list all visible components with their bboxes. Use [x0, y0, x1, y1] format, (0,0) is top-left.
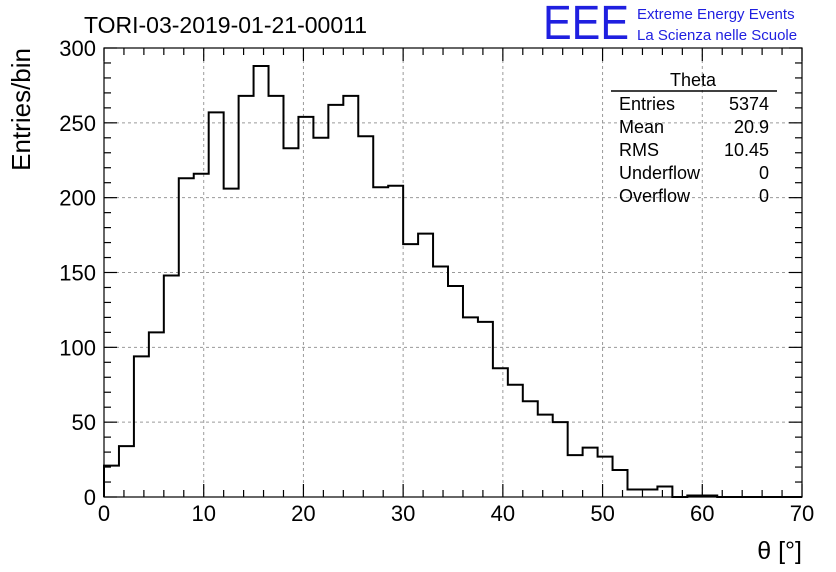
histogram-bin [104, 466, 119, 497]
histogram-bin [164, 275, 179, 497]
eee-logo-text: EEE [543, 0, 629, 50]
histogram-bin [254, 66, 269, 497]
histogram-bin [224, 189, 239, 497]
histogram-bin [583, 448, 598, 497]
x-tick-label: 60 [690, 501, 714, 526]
stats-value-entries: 5374 [729, 94, 769, 114]
y-tick-label: 100 [59, 335, 96, 360]
stats-value-underflow: 0 [759, 163, 769, 183]
histogram-bin [269, 96, 284, 497]
grid-lines [104, 48, 802, 497]
stats-box-title: Theta [670, 70, 717, 90]
x-tick-label: 20 [291, 501, 315, 526]
x-tick-label: 30 [391, 501, 415, 526]
y-tick-label: 250 [59, 111, 96, 136]
y-tick-label: 0 [84, 485, 96, 510]
histogram-series [103, 64, 802, 498]
histogram-bin [642, 490, 657, 497]
stats-label-rms: RMS [619, 140, 659, 160]
histogram-bin [403, 244, 418, 497]
x-tick-label: 10 [191, 501, 215, 526]
histogram-bin [508, 385, 523, 497]
histogram-bin [657, 487, 672, 497]
histogram-bin [298, 117, 313, 497]
x-tick-label: 40 [491, 501, 515, 526]
histogram-bin [388, 186, 403, 497]
histogram-bin [149, 332, 164, 497]
y-tick-labels: 0 50 100 150 200 250 300 [59, 36, 96, 510]
x-tick-label: 0 [98, 501, 110, 526]
y-axis-label: Entries/bin [6, 48, 36, 171]
logo-line-2: La Scienza nelle Scuole [637, 27, 797, 44]
histogram-bin [538, 415, 553, 497]
logo-line-1: Extreme Energy Events [637, 6, 795, 23]
histogram-bin [194, 174, 209, 497]
logo: EEE Extreme Energy Events La Scienza nel… [543, 0, 797, 50]
histogram-bin [568, 455, 583, 497]
histogram-bin [553, 422, 568, 497]
histogram-bin [119, 446, 134, 497]
histogram-bin [598, 457, 613, 497]
histogram-bin [493, 368, 508, 497]
stats-label-overflow: Overflow [619, 186, 691, 206]
histogram-bin [523, 401, 538, 497]
stats-value-rms: 10.45 [724, 140, 769, 160]
stats-value-mean: 20.9 [734, 117, 769, 137]
histogram-bin [613, 470, 628, 497]
histogram-bin [358, 136, 373, 497]
histogram-bin [343, 96, 358, 497]
histogram-bin [209, 112, 224, 497]
x-axis-label: θ [°] [757, 537, 802, 565]
histogram-bin [239, 96, 254, 497]
histogram-bin [373, 187, 388, 497]
x-tick-label: 50 [590, 501, 614, 526]
stats-value-overflow: 0 [759, 186, 769, 206]
histogram-bin [313, 138, 328, 497]
histogram-bin [433, 267, 448, 497]
histogram-bin [448, 286, 463, 497]
histogram-bin [478, 322, 493, 497]
histogram-bin [418, 234, 433, 497]
histogram-bin [134, 356, 149, 497]
axis-ticks [103, 47, 803, 498]
histogram-bin [328, 105, 343, 497]
y-tick-label: 50 [72, 410, 96, 435]
histogram-line [103, 64, 802, 498]
histogram-bin [283, 148, 298, 497]
histogram-bin [179, 178, 194, 497]
stats-label-underflow: Underflow [619, 163, 701, 183]
y-tick-label: 300 [59, 36, 96, 61]
chart-title: TORI-03-2019-01-21-00011 [84, 12, 367, 38]
histogram-bin [463, 317, 478, 497]
stats-label-entries: Entries [619, 94, 675, 114]
x-tick-labels: 0 10 20 30 40 50 60 70 [98, 501, 814, 526]
y-tick-label: 200 [59, 186, 96, 211]
histogram-bin [628, 490, 643, 497]
y-tick-label: 150 [59, 261, 96, 286]
stats-box: Theta Entries 5374 Mean 20.9 RMS 10.45 U… [611, 70, 777, 206]
stats-label-mean: Mean [619, 117, 664, 137]
x-tick-label: 70 [790, 501, 814, 526]
